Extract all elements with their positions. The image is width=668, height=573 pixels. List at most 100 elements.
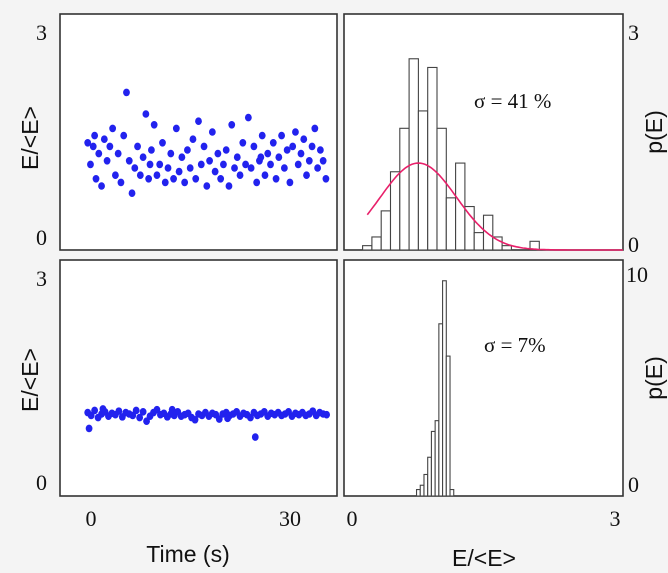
scatter-point <box>217 175 225 183</box>
histogram-bar <box>417 110 429 251</box>
scatter-point <box>184 146 191 154</box>
scatter-point <box>244 113 252 122</box>
scatter-point <box>170 175 177 183</box>
scatter-point <box>156 160 164 169</box>
histogram-bar <box>423 473 429 497</box>
bl-xtick-0: 0 <box>86 506 97 531</box>
scatter-point <box>161 178 169 187</box>
bl-ylabel: E/<E> <box>17 348 43 412</box>
scatter-point <box>100 135 108 143</box>
scatter-point <box>85 424 93 433</box>
scatter-point <box>264 149 272 158</box>
tl-ylabel: E/<E> <box>17 106 43 170</box>
scatter-point <box>258 131 266 140</box>
scatter-point <box>109 124 117 133</box>
br-y2label: p(E) <box>641 356 667 399</box>
br-sigma-annotation: σ = 7% <box>484 333 546 357</box>
scatter-point <box>233 153 241 161</box>
scatter-point <box>231 164 238 172</box>
histogram-bar <box>464 205 475 251</box>
tr-y2label: p(E) <box>641 110 667 153</box>
histogram-bar <box>449 488 455 497</box>
scatter-point <box>178 153 186 161</box>
histogram-bar <box>434 420 440 497</box>
scatter-point <box>189 135 197 143</box>
scatter-point <box>280 164 288 172</box>
histogram-bar <box>436 127 447 251</box>
scatter-point <box>206 157 213 165</box>
scatter-point <box>106 142 114 151</box>
tl-ytick-top: 3 <box>36 20 47 45</box>
histogram-bar <box>529 240 540 251</box>
scatter-point <box>242 160 249 169</box>
scatter-point <box>145 175 153 183</box>
scatter-point <box>98 182 105 190</box>
scatter-point <box>87 160 94 169</box>
scatter-point <box>236 171 244 179</box>
histogram-bar <box>430 430 436 497</box>
scatter-point <box>91 131 99 140</box>
tl-ytick-bottom: 0 <box>36 225 47 250</box>
scatter-point <box>99 405 107 413</box>
histogram-bar <box>408 58 419 251</box>
scatter-point <box>112 171 119 179</box>
scatter-point <box>172 124 180 133</box>
histogram-bar <box>399 127 410 251</box>
scatter-point <box>115 407 123 415</box>
scatter-point <box>220 160 227 169</box>
tr-y2tick-top: 3 <box>628 20 639 45</box>
scatter-point <box>103 157 111 165</box>
scatter-point <box>125 157 133 165</box>
scatter-point <box>114 149 122 158</box>
scatter-point <box>150 121 158 129</box>
scatter-point <box>275 153 283 161</box>
scatter-point <box>278 131 285 140</box>
scatter-point <box>84 139 92 147</box>
histogram-bar <box>380 210 392 251</box>
scatter-point <box>297 149 305 158</box>
scatter-point <box>148 146 155 154</box>
bl-scatter-points <box>84 405 331 441</box>
histogram-bar <box>501 245 512 251</box>
scatter-point <box>142 110 150 118</box>
scatter-point <box>311 124 319 133</box>
scatter-point <box>123 88 130 97</box>
scatter-point <box>164 164 172 172</box>
scatter-point <box>167 149 175 158</box>
br-y2tick-top: 10 <box>626 262 648 287</box>
histogram-bar <box>445 355 451 497</box>
scatter-point <box>203 182 211 190</box>
scatter-point <box>186 164 194 172</box>
scatter-point <box>120 131 128 140</box>
histogram-bar <box>371 236 382 251</box>
bl-xtick-30: 30 <box>279 506 301 531</box>
tl-scatter-points <box>84 88 330 197</box>
histogram-bar <box>492 236 503 251</box>
scatter-point <box>211 167 219 176</box>
bl-ytick-bottom: 0 <box>36 470 47 495</box>
scatter-point <box>134 142 141 151</box>
scatter-point <box>322 175 330 183</box>
scatter-point <box>300 135 308 143</box>
br-xlabel: E/<E> <box>452 545 516 571</box>
histogram-bar <box>445 197 457 251</box>
scatter-point <box>267 160 274 169</box>
scatter-point <box>192 175 200 183</box>
histogram-bar <box>427 66 438 251</box>
histogram-bar <box>442 280 447 497</box>
scatter-point <box>283 146 291 154</box>
scatter-point <box>200 142 208 151</box>
br-xtick-3: 3 <box>610 506 621 531</box>
scatter-point <box>117 178 125 187</box>
tr-y2tick-bottom: 0 <box>628 232 639 257</box>
scatter-point <box>247 164 255 172</box>
tr-sigma-annotation: σ = 41 % <box>474 89 551 113</box>
scatter-point <box>261 171 269 179</box>
scatter-point <box>168 405 176 414</box>
br-histogram <box>415 280 455 497</box>
scatter-point <box>269 139 277 147</box>
scatter-point <box>89 142 97 151</box>
panel-bottom-right-frame <box>343 259 624 497</box>
scatter-point <box>308 142 316 151</box>
